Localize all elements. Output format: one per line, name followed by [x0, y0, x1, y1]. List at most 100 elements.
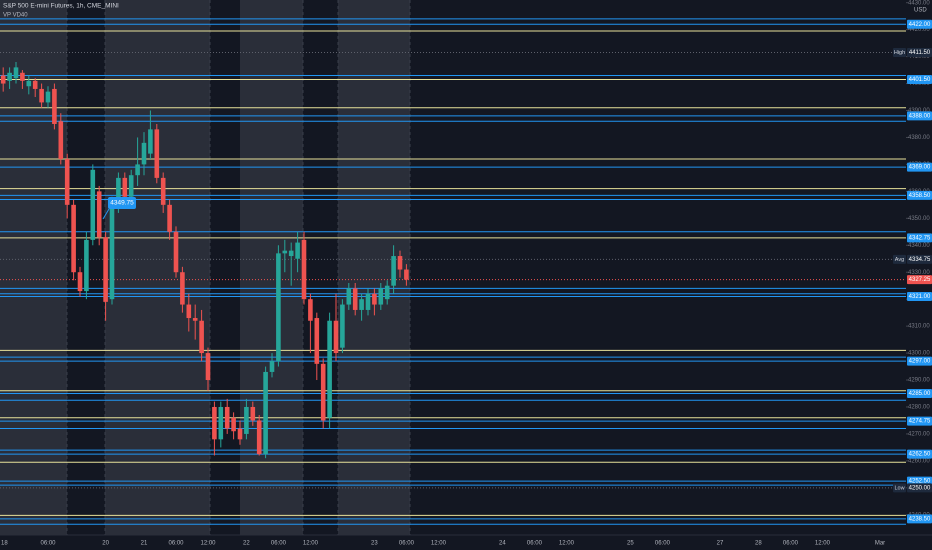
- candle-body: [7, 72, 12, 81]
- price-badge-label: 4422.00: [909, 22, 931, 28]
- x-tick-label: 06:00: [399, 541, 415, 547]
- x-tick-label: 12:00: [200, 541, 216, 547]
- x-tick-label: 24: [499, 541, 506, 547]
- x-tick-label: 23: [371, 541, 378, 547]
- candle-body: [0, 75, 6, 84]
- tag-label: Low: [894, 485, 904, 491]
- tag-badge: [893, 48, 906, 58]
- price-badge: [907, 19, 932, 29]
- y-tick-label: 4410.00: [908, 54, 930, 60]
- y-tick-label: 4290.00: [908, 378, 930, 384]
- y-tick-label: 4330.00: [908, 270, 930, 276]
- x-tick-label: 06:00: [655, 541, 671, 547]
- price-badge: [907, 275, 932, 285]
- candle-body: [365, 293, 371, 310]
- candle-body: [346, 288, 352, 305]
- candle-body: [276, 253, 281, 362]
- candle-body: [64, 159, 70, 205]
- candle-body: [20, 72, 25, 81]
- candle-body: [224, 406, 230, 429]
- price-badge-label: 4327.25: [909, 277, 931, 283]
- candle-body: [116, 177, 121, 205]
- candle-body: [180, 272, 185, 305]
- y-tick-label: 4390.00: [908, 108, 930, 114]
- candle-body: [250, 406, 256, 421]
- tag-badge: [893, 254, 906, 264]
- price-badge-label: 4285.00: [909, 391, 931, 397]
- candle-body: [218, 406, 224, 440]
- price-badge: [907, 483, 932, 493]
- y-tick-label: 4270.00: [908, 432, 930, 438]
- x-tick-label: 06:00: [527, 541, 543, 547]
- candle-body: [199, 320, 204, 354]
- y-tick-label: 4310.00: [908, 324, 930, 330]
- candle-body: [84, 239, 89, 292]
- candle-body: [186, 304, 192, 319]
- candle-body: [269, 361, 275, 372]
- candle-body: [340, 304, 345, 348]
- candle-body: [256, 420, 262, 455]
- candle-body: [135, 164, 140, 176]
- candle-body: [378, 288, 384, 305]
- candle-body: [359, 299, 364, 310]
- candle-body: [384, 285, 390, 300]
- x-tick-label: 27: [717, 541, 724, 547]
- candle-body: [58, 121, 64, 160]
- candle-body: [404, 269, 409, 280]
- tooltip-label: 4349.75: [110, 200, 134, 207]
- candle-body: [308, 299, 313, 321]
- candle-body: [372, 293, 377, 305]
- x-tick-label: 06:00: [271, 541, 287, 547]
- price-badge-label: 4297.00: [909, 359, 931, 365]
- candle-body: [90, 169, 96, 240]
- x-tick-label: 12:00: [815, 541, 831, 547]
- candle-body: [205, 353, 211, 381]
- price-badge: [907, 111, 932, 121]
- price-badge: [907, 48, 932, 58]
- price-badge-label: 4252.50: [909, 479, 931, 485]
- x-tick-label: 12:00: [559, 541, 575, 547]
- candle-body: [167, 204, 172, 232]
- price-badge: [907, 416, 932, 426]
- price-badge: [907, 254, 932, 264]
- candle-body: [96, 191, 102, 238]
- price-badge: [907, 389, 932, 399]
- price-badge-label: 4342.75: [909, 235, 931, 241]
- candle-body: [314, 318, 320, 364]
- candle-body: [148, 129, 153, 154]
- candle-body: [282, 250, 288, 254]
- currency-label: USD: [914, 8, 927, 14]
- y-tick-label: 4430.00: [908, 0, 930, 6]
- candle-body: [192, 318, 198, 321]
- candle-body: [39, 88, 44, 103]
- candle-body: [109, 204, 115, 300]
- price-badge-label: 4238.50: [909, 516, 931, 522]
- x-tick-label: Mar: [875, 541, 885, 547]
- y-tick-label: 4350.00: [908, 216, 930, 222]
- candle-body: [397, 256, 403, 270]
- candle-body: [45, 91, 51, 103]
- price-badge: [907, 356, 932, 366]
- y-tick-label: 4340.00: [908, 243, 930, 249]
- price-badge-label: 4358.50: [909, 193, 931, 199]
- price-badge: [907, 190, 932, 200]
- candle-body: [71, 204, 76, 273]
- price-badge: [907, 162, 932, 172]
- price-badge-label: 4262.50: [909, 452, 931, 458]
- chart-title: S&P 500 E-mini Futures, 1h, CME_MINI: [3, 3, 119, 10]
- x-tick-label: 06:00: [168, 541, 184, 547]
- session-band: [105, 0, 210, 535]
- price-badge-label: 4411.50: [909, 50, 931, 56]
- candle-body: [288, 250, 294, 257]
- price-badge: [907, 449, 932, 459]
- price-badge-label: 4250.00: [909, 485, 931, 491]
- x-tick-label: 06:00: [40, 541, 56, 547]
- tooltip-box: [108, 196, 136, 209]
- price-badge: [907, 291, 932, 301]
- candle-body: [212, 406, 217, 440]
- x-tick-label: 06:00: [783, 541, 799, 547]
- x-tick-label: 20: [102, 541, 109, 547]
- price-badge: [907, 514, 932, 524]
